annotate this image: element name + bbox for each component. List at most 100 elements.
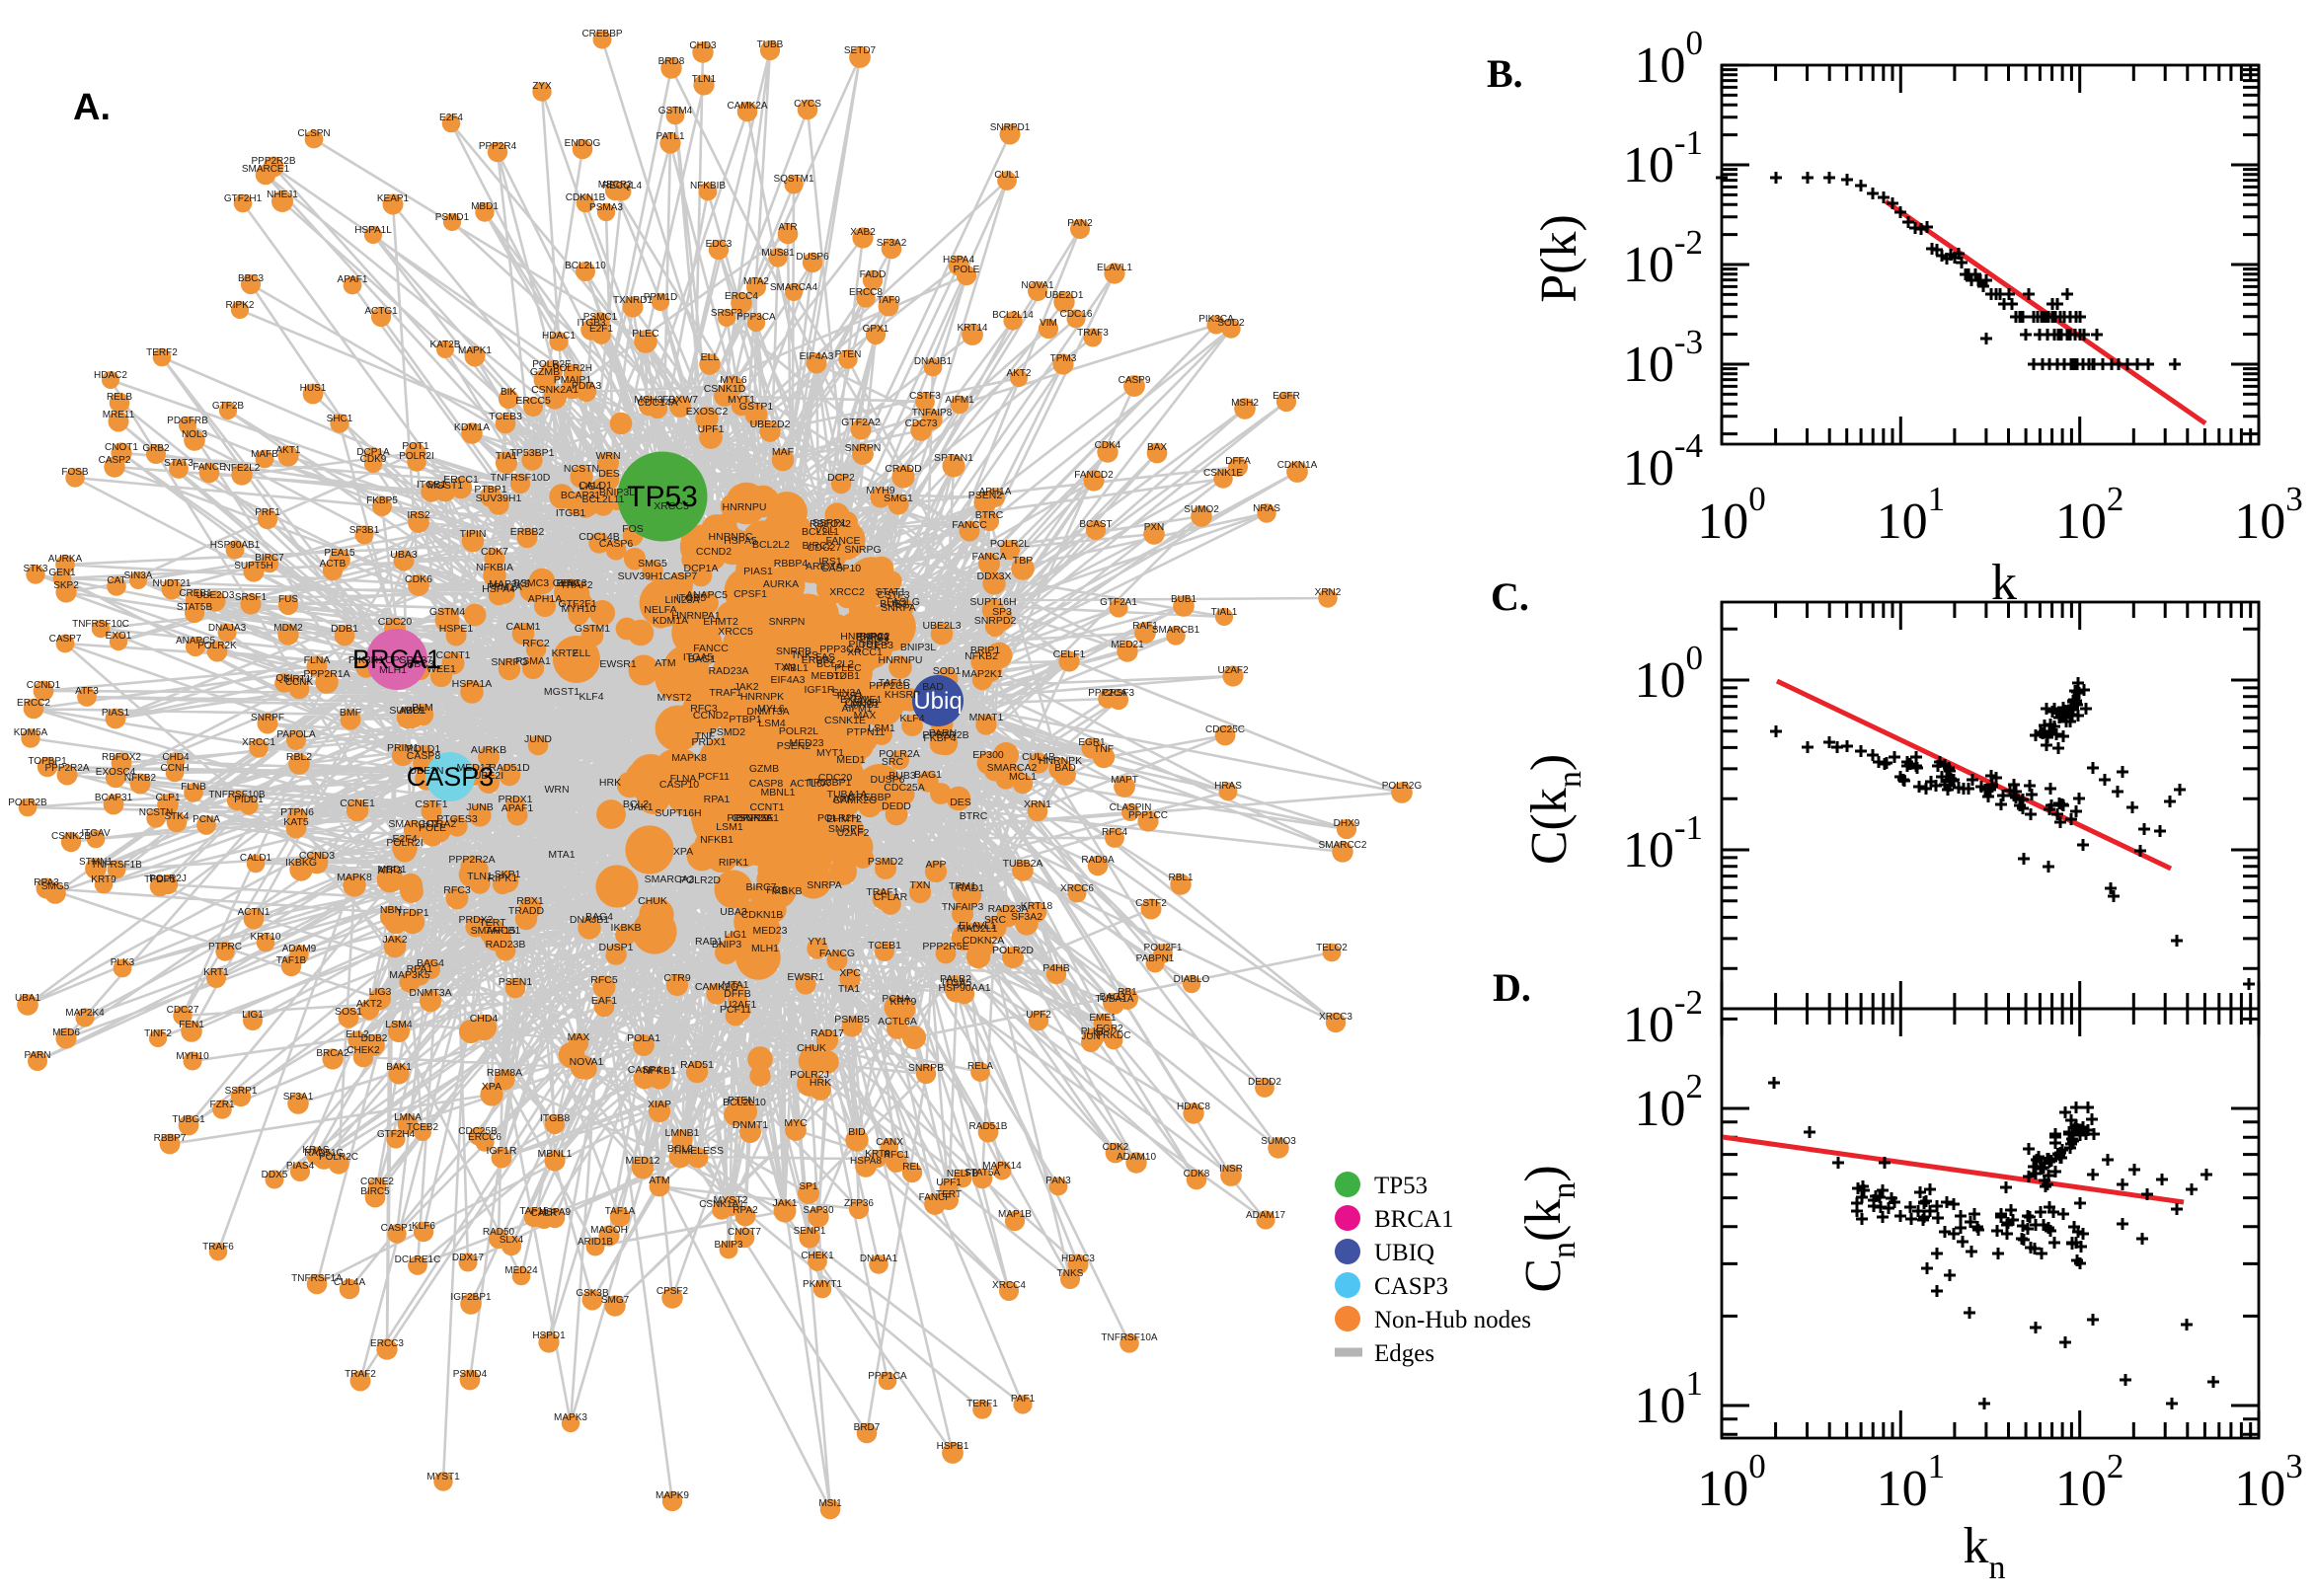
svg-text:CPSF3: CPSF3: [1103, 688, 1135, 699]
svg-text:TPM1: TPM1: [949, 880, 976, 892]
svg-text:MCL1: MCL1: [1009, 771, 1037, 783]
svg-text:FANCF: FANCF: [919, 1192, 952, 1203]
svg-text:LIN28A: LIN28A: [664, 594, 699, 606]
svg-text:SPTAN1: SPTAN1: [934, 452, 973, 464]
svg-text:GEN1: GEN1: [553, 577, 581, 589]
svg-text:U2AF1: U2AF1: [725, 999, 757, 1011]
svg-text:PTGES3: PTGES3: [436, 813, 478, 825]
svg-text:CREBBP: CREBBP: [848, 792, 890, 803]
svg-text:E2F4: E2F4: [439, 113, 463, 123]
svg-text:MYST2: MYST2: [656, 692, 691, 704]
svg-text:MTA2: MTA2: [743, 276, 769, 287]
svg-text:FANCA: FANCA: [971, 551, 1006, 563]
svg-text:P(k): P(k): [1531, 214, 1587, 303]
svg-text:RFC3: RFC3: [690, 703, 718, 715]
svg-text:HNRNPA1: HNRNPA1: [671, 610, 721, 622]
svg-text:AKT2: AKT2: [1006, 368, 1031, 379]
svg-text:TIA1: TIA1: [496, 450, 517, 462]
svg-text:HNRNPA1: HNRNPA1: [840, 631, 889, 643]
svg-text:FANCC: FANCC: [693, 643, 729, 654]
svg-text:ERCC2: ERCC2: [17, 698, 50, 709]
svg-text:PAN2: PAN2: [1067, 218, 1093, 229]
svg-text:PRIM1: PRIM1: [387, 742, 419, 754]
svg-text:HDAC1: HDAC1: [542, 331, 576, 342]
svg-text:BRD8: BRD8: [658, 56, 685, 67]
svg-text:LMNB1: LMNB1: [664, 1127, 699, 1139]
svg-text:ITGA5: ITGA5: [683, 651, 714, 663]
svg-text:DCLRE1C: DCLRE1C: [395, 1254, 441, 1265]
svg-text:PXN: PXN: [1144, 522, 1165, 533]
svg-text:KRT18: KRT18: [1021, 900, 1053, 912]
svg-text:SKP2: SKP2: [53, 580, 79, 591]
svg-text:GZMB: GZMB: [530, 366, 560, 378]
svg-text:TNFRSF10B: TNFRSF10B: [208, 790, 266, 800]
svg-text:NHEJ1: NHEJ1: [267, 190, 298, 200]
svg-text:PIK3CA: PIK3CA: [1198, 314, 1234, 325]
svg-text:MAF: MAF: [772, 446, 794, 458]
svg-text:AKT1: AKT1: [275, 445, 300, 456]
svg-text:TRAF2: TRAF2: [345, 1369, 376, 1380]
svg-text:PPP1CA: PPP1CA: [868, 1371, 907, 1382]
svg-text:POLE: POLE: [954, 265, 980, 275]
svg-text:CCND2: CCND2: [696, 546, 732, 558]
svg-text:TXNRD1: TXNRD1: [613, 295, 653, 306]
svg-text:PARN: PARN: [24, 1050, 50, 1061]
svg-text:BAG1: BAG1: [688, 653, 716, 665]
svg-text:DDX3X: DDX3X: [976, 570, 1011, 582]
svg-text:BAG1: BAG1: [914, 769, 942, 781]
svg-text:BIRC3: BIRC3: [557, 577, 587, 589]
svg-text:MBNL1: MBNL1: [760, 787, 795, 798]
svg-text:PSEN2: PSEN2: [777, 740, 811, 752]
svg-text:BAK1: BAK1: [386, 1062, 412, 1073]
svg-text:RPA1: RPA1: [407, 963, 433, 975]
svg-text:CHEK2: CHEK2: [347, 1045, 380, 1056]
svg-text:CDC14B: CDC14B: [579, 531, 619, 543]
svg-text:POT1: POT1: [402, 440, 429, 452]
svg-text:FADD: FADD: [860, 269, 887, 280]
svg-text:EIF4A3: EIF4A3: [770, 674, 805, 686]
svg-text:IGF1R: IGF1R: [487, 1145, 517, 1157]
svg-text:FKBP5: FKBP5: [366, 495, 398, 506]
svg-text:CHD3: CHD3: [689, 40, 717, 51]
svg-text:RAD51C: RAD51C: [304, 1148, 343, 1159]
svg-text:RBL2: RBL2: [286, 751, 312, 763]
svg-text:SOD1: SOD1: [933, 665, 962, 677]
svg-text:TELO2: TELO2: [1316, 943, 1348, 953]
svg-text:TNKS: TNKS: [1057, 1268, 1084, 1279]
svg-text:NELFA: NELFA: [644, 604, 676, 616]
svg-text:SMG7: SMG7: [601, 1295, 630, 1306]
svg-text:BNIP3L: BNIP3L: [599, 487, 635, 498]
svg-text:NRAS: NRAS: [1253, 503, 1280, 514]
svg-text:FLNB: FLNB: [181, 782, 206, 793]
svg-text:RBM8A: RBM8A: [487, 1067, 522, 1079]
svg-text:MAPK8: MAPK8: [671, 752, 707, 764]
svg-text:PLK1: PLK1: [1081, 1026, 1106, 1037]
svg-text:RFC3: RFC3: [443, 884, 471, 896]
svg-text:CDK9: CDK9: [360, 454, 387, 465]
svg-text:NOVA1: NOVA1: [1021, 280, 1054, 291]
svg-text:RBBP7: RBBP7: [154, 1133, 187, 1144]
svg-text:PAN3: PAN3: [1045, 1176, 1071, 1186]
svg-text:KAT5: KAT5: [283, 816, 309, 828]
svg-text:KLF6: KLF6: [412, 1221, 435, 1232]
svg-text:EGFR: EGFR: [1273, 391, 1300, 402]
svg-text:TUBB2A: TUBB2A: [1003, 858, 1043, 870]
svg-text:BAG4: BAG4: [585, 911, 613, 923]
svg-text:CDC27: CDC27: [808, 542, 842, 554]
svg-text:AURKA: AURKA: [763, 578, 799, 590]
svg-text:STAT1: STAT1: [875, 586, 905, 598]
svg-text:CSNK2B: CSNK2B: [51, 831, 91, 842]
svg-text:NOVA1: NOVA1: [570, 1056, 604, 1068]
svg-text:UBE2D3: UBE2D3: [196, 590, 235, 601]
svg-text:ERCC6: ERCC6: [468, 1132, 502, 1143]
svg-text:CALD1: CALD1: [240, 853, 272, 864]
svg-text:BCL2L10: BCL2L10: [565, 261, 606, 271]
svg-text:SNRPD1: SNRPD1: [990, 122, 1031, 133]
svg-text:MYST2: MYST2: [713, 1194, 747, 1206]
svg-text:MLH1: MLH1: [379, 664, 407, 676]
svg-text:CUL4A: CUL4A: [334, 1277, 366, 1288]
svg-text:UPF2: UPF2: [1026, 1010, 1051, 1021]
svg-text:TRAF1: TRAF1: [709, 687, 741, 699]
svg-text:PARN: PARN: [929, 727, 957, 739]
svg-text:DES: DES: [598, 468, 620, 480]
